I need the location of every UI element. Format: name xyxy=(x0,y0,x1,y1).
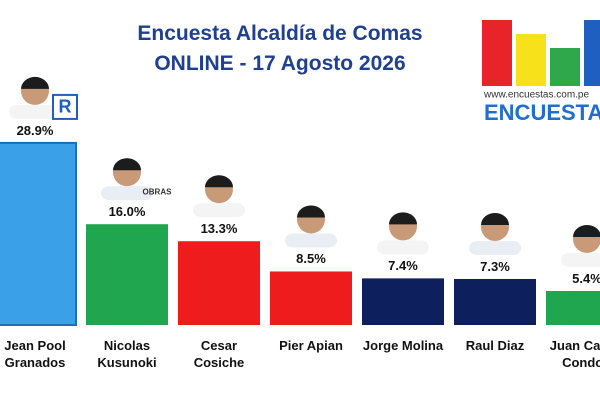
photo-shoulders xyxy=(193,203,245,218)
photo-hair xyxy=(573,225,600,237)
photo-hair xyxy=(21,76,49,89)
logo-bars xyxy=(482,20,600,86)
value-label: 13.3% xyxy=(200,221,238,237)
chart-subtitle: ONLINE - 17 Agosto 2026 xyxy=(154,52,406,75)
x-tick-label: Nicolas Kusunoki xyxy=(97,338,157,370)
photo-shoulders xyxy=(377,240,429,255)
bar xyxy=(0,141,77,326)
photo-hair xyxy=(481,213,509,226)
party-badge-text: OBRAS xyxy=(143,187,173,196)
logo-url: www.encuestas.com.pe xyxy=(483,90,589,101)
photo-shoulders xyxy=(469,241,521,256)
logo-bar xyxy=(584,20,600,86)
value-label: 7.3% xyxy=(480,259,510,274)
logo-bar xyxy=(482,20,512,86)
bar xyxy=(454,279,536,325)
x-tick-label: Jean Pool Granados xyxy=(4,338,66,370)
logo-bar xyxy=(550,48,580,86)
value-label: 5.4% xyxy=(572,270,600,286)
photo-hair xyxy=(297,205,325,218)
x-tick-label: Juan Carlos Condori xyxy=(549,338,600,370)
bar xyxy=(546,290,600,325)
x-tick-label: Jorge Molina xyxy=(362,338,444,353)
photo-hair xyxy=(205,175,233,188)
party-badge xyxy=(52,93,78,120)
value-label: 28.9% xyxy=(16,122,54,138)
bar xyxy=(362,278,444,325)
photo-shoulders xyxy=(285,233,337,248)
logo-name: ENCUESTAS xyxy=(484,100,600,125)
bar xyxy=(86,224,168,325)
photo-shoulders xyxy=(9,104,61,119)
chart-title: Encuesta Alcaldía de Comas xyxy=(137,22,423,45)
photo-hair xyxy=(389,212,417,225)
photo-shoulders xyxy=(101,186,153,201)
photo-shoulders xyxy=(561,252,600,267)
bar xyxy=(270,271,352,325)
value-label: 8.5% xyxy=(296,251,326,267)
x-tick-label: Raul Diaz xyxy=(465,338,525,353)
bar xyxy=(178,241,260,325)
value-label: 16.0% xyxy=(108,204,146,220)
logo-bar xyxy=(516,34,546,86)
party-badge-text: R xyxy=(59,97,72,117)
x-tick-label: Cesar Cosiche xyxy=(193,338,245,370)
photo-hair xyxy=(113,158,141,171)
value-label: 7.4% xyxy=(388,258,418,274)
x-tick-label: Pier Apian xyxy=(279,338,343,353)
